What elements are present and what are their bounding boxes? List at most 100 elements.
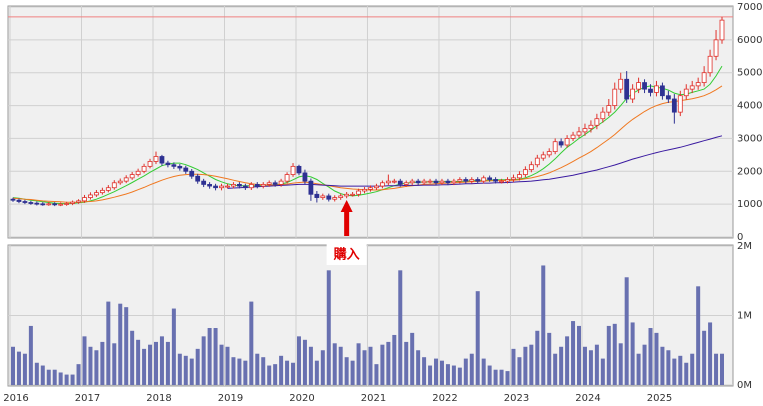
candle-body <box>284 174 290 182</box>
volume-bar <box>624 277 629 385</box>
candle-body <box>421 180 427 184</box>
volume-bar <box>559 346 564 385</box>
volume-bar <box>249 301 254 385</box>
volume-bar <box>702 330 707 385</box>
volume-bar <box>332 343 337 385</box>
volume-bar <box>541 265 546 385</box>
candle-body <box>719 19 725 41</box>
candle-body <box>16 199 22 202</box>
candle-body <box>624 78 630 100</box>
candle-body <box>237 184 242 187</box>
candle-body <box>52 203 58 206</box>
candle-body <box>469 179 475 182</box>
volume-bar <box>225 346 230 385</box>
volume-bar <box>100 341 105 385</box>
candle-body <box>594 118 600 126</box>
candle-body <box>409 180 415 184</box>
candle-body <box>397 180 403 185</box>
volume-bar <box>106 301 111 385</box>
candle-body <box>153 156 159 162</box>
candle-body <box>195 175 201 182</box>
candle-body <box>123 177 129 182</box>
candle-body <box>439 180 445 184</box>
candle-body <box>576 131 582 136</box>
volume-bar <box>291 362 296 385</box>
volume-bar <box>487 365 492 385</box>
volume-bar <box>52 369 57 385</box>
volume-bar <box>118 303 123 385</box>
volume-bar <box>362 350 367 385</box>
candle-body <box>350 193 356 196</box>
candle-body <box>713 39 719 57</box>
y-tick-label: 0M <box>737 380 752 391</box>
volume-bar <box>267 365 272 385</box>
candle-body <box>332 197 338 200</box>
candle-body <box>242 185 248 189</box>
candle-body <box>28 202 34 204</box>
candle-body <box>415 180 421 184</box>
candle-body <box>528 164 534 171</box>
candle-body <box>344 193 350 197</box>
volume-bar <box>219 344 224 385</box>
annotation-label: 購入 <box>333 247 360 263</box>
candle-body <box>463 179 469 182</box>
volume-bar <box>618 343 623 385</box>
volume-bar <box>58 372 63 385</box>
annotation-box <box>326 243 367 265</box>
volume-bar <box>428 365 433 385</box>
y-tick-label: 1M <box>737 311 752 322</box>
y-tick-label: 7000 <box>737 2 762 13</box>
y-tick-label: 1000 <box>737 199 762 210</box>
candle-body <box>189 170 195 177</box>
candle-body <box>147 161 153 167</box>
candle-body <box>403 182 409 185</box>
volume-bar <box>237 358 242 385</box>
candle-body <box>457 179 463 182</box>
candle-body <box>612 88 618 106</box>
volume-bar <box>648 328 653 385</box>
candle-body <box>254 184 260 187</box>
candle-body <box>326 195 332 200</box>
candle-body <box>481 177 487 182</box>
candle-body <box>588 124 594 129</box>
volume-bar <box>255 353 260 385</box>
candle-body <box>606 105 612 113</box>
volume-bar <box>672 358 677 385</box>
volume-bar <box>422 357 427 385</box>
x-tick-label: 2017 <box>75 393 100 404</box>
candle-body <box>302 172 308 182</box>
candle-body <box>660 85 665 97</box>
candle-body <box>511 177 516 180</box>
candle-body <box>338 195 344 198</box>
volume-bar <box>207 328 212 385</box>
volume-bar <box>171 308 176 385</box>
volume-bar <box>571 321 576 385</box>
candle-body <box>105 187 111 191</box>
candle-body <box>225 185 230 188</box>
candle-body <box>642 82 647 90</box>
candle-body <box>630 88 636 100</box>
volume-bar <box>189 358 194 385</box>
volume-bar <box>535 330 540 385</box>
volume-bar <box>511 348 516 385</box>
volume-bar <box>344 357 349 385</box>
y-tick-label: 2000 <box>737 166 762 177</box>
candle-body <box>505 179 510 182</box>
volume-bar <box>380 344 385 385</box>
candle-body <box>82 197 87 202</box>
volume-bar <box>153 341 158 385</box>
annotation-arrow <box>340 200 353 236</box>
volume-bar <box>451 365 456 385</box>
candle-body <box>213 185 218 189</box>
volume-bar <box>285 360 290 385</box>
candle-body <box>654 85 659 93</box>
candle-body <box>558 141 564 146</box>
candle-body <box>522 169 528 175</box>
volume-bar <box>565 336 570 385</box>
volume-bar <box>16 351 21 385</box>
volume-bar <box>690 353 695 385</box>
volume-bar <box>481 358 486 385</box>
candle-body <box>648 88 653 93</box>
candle-body <box>40 203 46 206</box>
